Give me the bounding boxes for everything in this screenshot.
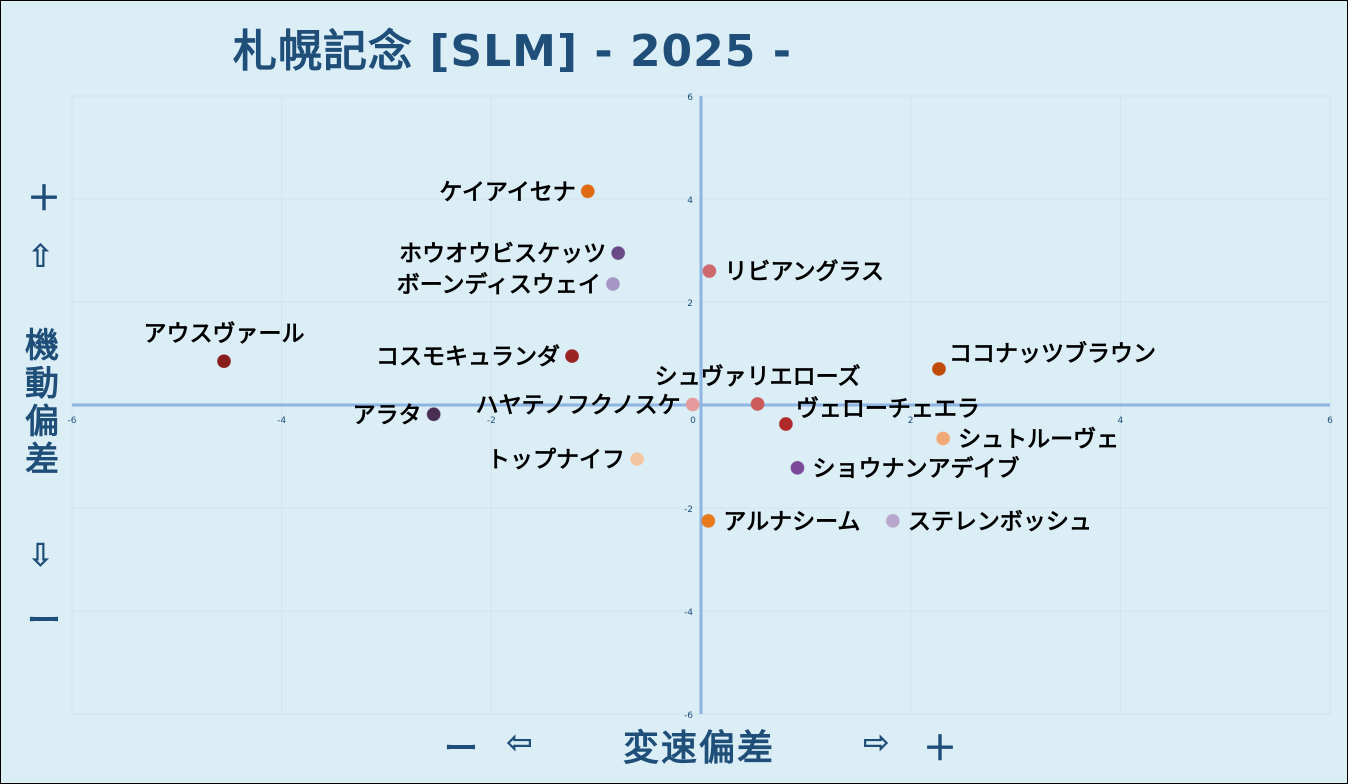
point-label: アルナシーム [723, 509, 860, 535]
point-label: リビアングラス [724, 258, 884, 285]
data-point [885, 513, 900, 528]
data-point [605, 276, 620, 291]
data-point [790, 460, 805, 475]
x-tick-label: -2 [487, 416, 496, 426]
y-tick-label: 2 [687, 299, 693, 309]
data-point [630, 452, 645, 467]
data-point [685, 397, 700, 412]
point-label: コスモキュランダ [376, 343, 560, 370]
point-label: トップナイフ [487, 447, 625, 473]
x-axis-label: 変速偏差 [623, 728, 776, 769]
x-plus-marker: ＋ [923, 729, 957, 769]
data-points [217, 184, 951, 528]
point-label: ココナッツブラウン [949, 340, 1156, 367]
x-tick-label: -6 [68, 416, 77, 426]
y-tick-label: 4 [687, 196, 693, 206]
point-label: ハヤテノフクノスケ [476, 392, 681, 418]
point-label: ホウオウビスケッツ [399, 241, 606, 267]
data-point [426, 407, 441, 422]
right-arrow-icon: ⇨ [863, 723, 890, 761]
x-minus-marker: ー [444, 729, 478, 769]
data-point [701, 513, 716, 528]
x-tick-label: 4 [1117, 416, 1123, 426]
down-arrow-icon: ⇩ [27, 536, 54, 574]
point-label: アラタ [353, 402, 422, 428]
point-label: シュヴァリエローズ [655, 363, 861, 390]
x-tick-label: 6 [1327, 416, 1333, 426]
y-axis-label: 機動偏差 [25, 326, 59, 480]
axes [72, 96, 1330, 714]
point-label: ショウナンアデイブ [812, 455, 1019, 482]
data-point [217, 354, 232, 369]
data-point [611, 246, 626, 261]
up-arrow-icon: ⇧ [27, 237, 54, 275]
tick-labels: -6 -4 -2 0 2 4 6 6 4 2 -2 -4 -6 [68, 93, 1334, 721]
point-label: ケイアイセナ [439, 179, 575, 205]
point-label: アウスヴァール [144, 320, 305, 347]
x-tick-label: 0 [690, 416, 696, 426]
chart-title: 札幌記念 [SLM] - 2025 - [233, 26, 792, 77]
y-tick-label: -6 [684, 711, 693, 721]
data-point [778, 417, 793, 432]
y-minus-marker: ー [27, 601, 61, 641]
data-point [702, 264, 717, 279]
x-tick-label: -4 [277, 416, 286, 426]
data-point [580, 184, 595, 199]
left-arrow-icon: ⇦ [506, 723, 533, 761]
point-label: ボーンディスウェイ [397, 271, 601, 298]
data-point [750, 396, 765, 411]
point-label: ステレンボッシュ [908, 509, 1092, 535]
point-label: ヴェローチェエラ [796, 395, 980, 422]
y-tick-label: -4 [684, 608, 693, 618]
y-plus-marker: ＋ [27, 179, 61, 219]
point-label: シュトルーヴェ [958, 425, 1119, 452]
y-tick-label: 6 [687, 93, 693, 103]
y-tick-label: -2 [684, 505, 693, 515]
data-point [936, 431, 951, 446]
x-tick-label: 2 [908, 416, 914, 426]
data-point [931, 361, 946, 376]
data-point [565, 349, 580, 364]
